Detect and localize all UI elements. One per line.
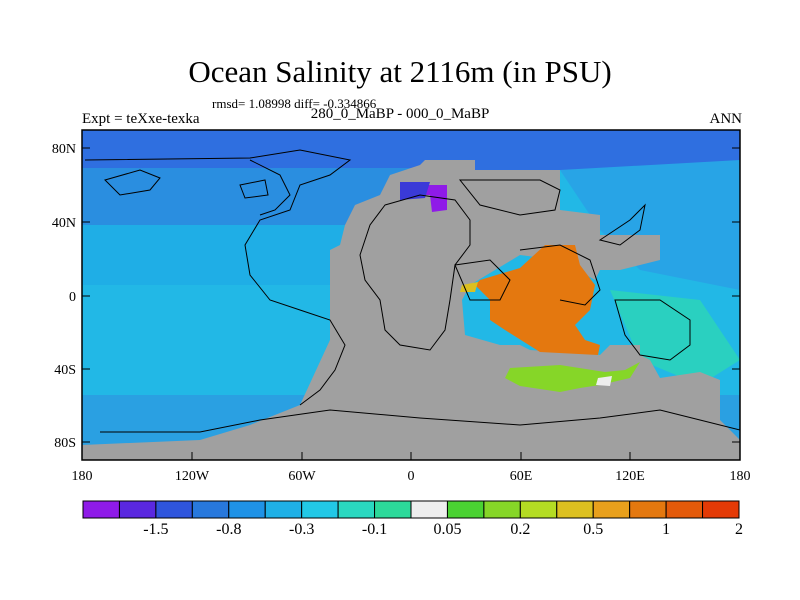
colorbar-swatch xyxy=(702,500,740,519)
colorbar-label: 1 xyxy=(662,521,670,538)
y-label: 0 xyxy=(69,290,76,305)
y-ticks xyxy=(82,147,740,443)
period-label: 280_0_MaBP - 000_0_MaBP xyxy=(310,106,490,122)
colorbar-swatch xyxy=(228,500,266,519)
colorbar-swatch xyxy=(337,500,376,519)
colorbar-swatch xyxy=(155,500,193,519)
colorbar-label: -0.3 xyxy=(289,521,314,538)
y-label: 80S xyxy=(54,436,76,451)
colorbar-swatch xyxy=(264,500,303,519)
colorbar-swatch xyxy=(665,500,704,519)
colorbar-swatch xyxy=(118,500,157,519)
x-label: 60E xyxy=(510,469,533,484)
x-ticks xyxy=(81,452,741,460)
colorbar-label: 0.05 xyxy=(433,521,461,538)
teal-patch xyxy=(610,290,740,385)
map-field xyxy=(82,130,740,460)
colorbar-swatch xyxy=(301,500,339,519)
x-label: 180 xyxy=(730,469,751,484)
colorbar-swatch xyxy=(556,500,594,519)
colorbar-swatch xyxy=(446,500,485,519)
y-axis-labels: 80N 40N 0 40S 80S xyxy=(52,142,76,451)
colorbar-label: 0.2 xyxy=(510,521,530,538)
colorbar-swatch xyxy=(629,500,667,519)
colorbar-label: 0.5 xyxy=(583,521,603,538)
x-axis-labels: 180 120W 60W 0 60E 120E 180 xyxy=(72,469,751,484)
x-label: 180 xyxy=(72,469,93,484)
colorbar-label: -1.5 xyxy=(143,521,168,538)
y-label: 80N xyxy=(52,142,76,157)
colorbar-label: 2 xyxy=(735,521,743,538)
x-label: 60W xyxy=(288,469,316,484)
coastlines xyxy=(84,149,740,433)
colorbar-swatch xyxy=(82,500,120,519)
map-title: Ocean Salinity at 2116m (in PSU) xyxy=(188,54,612,89)
colorbar xyxy=(82,500,740,519)
colorbar-label: -0.1 xyxy=(362,521,387,538)
colorbar-swatch xyxy=(410,500,448,519)
colorbar-swatch xyxy=(483,500,521,519)
colorbar-swatch xyxy=(519,500,558,519)
stats-text: rmsd= 1.08998 diff= -0.334866 xyxy=(212,96,377,111)
y-label: 40S xyxy=(54,363,76,378)
colorbar-swatch xyxy=(191,500,230,519)
experiment-label: Expt = teXxe-texka xyxy=(82,111,200,127)
y-label: 40N xyxy=(52,216,76,231)
x-label: 0 xyxy=(408,469,415,484)
colorbar-swatch xyxy=(374,500,412,519)
arctic-band xyxy=(82,130,740,170)
anomaly-orange xyxy=(475,245,600,355)
colorbar-swatch xyxy=(592,500,631,519)
anomaly-green xyxy=(505,362,640,392)
colorbar-labels: -1.5 -0.8 -0.3 -0.1 0.05 0.2 0.5 1 2 xyxy=(143,521,743,538)
colorbar-label: -0.8 xyxy=(216,521,241,538)
season-label: ANN xyxy=(709,111,743,127)
north-pacific-east xyxy=(560,160,740,290)
x-label: 120W xyxy=(175,469,210,484)
anomaly-yellow xyxy=(460,282,478,292)
x-label: 120E xyxy=(615,469,645,484)
anomaly-white xyxy=(596,376,612,386)
